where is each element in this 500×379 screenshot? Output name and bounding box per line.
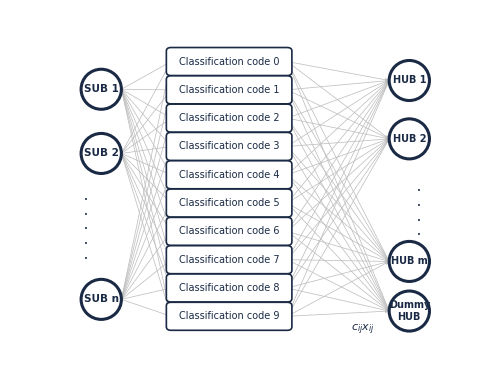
FancyBboxPatch shape xyxy=(166,246,292,274)
Text: •: • xyxy=(417,203,421,209)
Ellipse shape xyxy=(81,133,122,174)
Text: SUB 2: SUB 2 xyxy=(84,149,118,158)
Text: $c_{ij}$$x_{ij}$: $c_{ij}$$x_{ij}$ xyxy=(351,323,374,337)
Text: •: • xyxy=(417,232,421,238)
Ellipse shape xyxy=(81,69,122,109)
FancyBboxPatch shape xyxy=(166,76,292,104)
Text: Classification code 6: Classification code 6 xyxy=(179,226,280,236)
FancyBboxPatch shape xyxy=(166,132,292,160)
FancyBboxPatch shape xyxy=(166,274,292,302)
Text: •: • xyxy=(417,218,421,224)
Text: Classification code 8: Classification code 8 xyxy=(179,283,280,293)
Text: •: • xyxy=(84,255,88,262)
Text: SUB 1: SUB 1 xyxy=(84,84,118,94)
Text: Classification code 0: Classification code 0 xyxy=(179,56,280,67)
Text: SUB n: SUB n xyxy=(84,294,119,304)
Text: Dummy
HUB: Dummy HUB xyxy=(388,300,430,322)
Text: Classification code 2: Classification code 2 xyxy=(179,113,280,123)
Text: HUB 1: HUB 1 xyxy=(392,75,426,86)
Text: •: • xyxy=(417,188,421,194)
Ellipse shape xyxy=(389,291,430,331)
Ellipse shape xyxy=(389,61,430,100)
FancyBboxPatch shape xyxy=(166,189,292,217)
FancyBboxPatch shape xyxy=(166,302,292,330)
Text: HUB 2: HUB 2 xyxy=(392,134,426,144)
Text: Classification code 3: Classification code 3 xyxy=(179,141,280,152)
Text: Classification code 4: Classification code 4 xyxy=(179,170,280,180)
FancyBboxPatch shape xyxy=(166,218,292,245)
Text: •: • xyxy=(84,226,88,232)
Ellipse shape xyxy=(389,241,430,282)
FancyBboxPatch shape xyxy=(166,47,292,75)
Text: •: • xyxy=(84,197,88,203)
Text: Classification code 1: Classification code 1 xyxy=(179,85,280,95)
Text: •: • xyxy=(84,212,88,218)
Text: •: • xyxy=(84,241,88,247)
Text: Classification code 7: Classification code 7 xyxy=(179,255,280,265)
FancyBboxPatch shape xyxy=(166,161,292,189)
Text: Classification code 9: Classification code 9 xyxy=(179,311,280,321)
Text: Classification code 5: Classification code 5 xyxy=(179,198,280,208)
FancyBboxPatch shape xyxy=(166,104,292,132)
Text: HUB m: HUB m xyxy=(391,257,428,266)
Ellipse shape xyxy=(389,119,430,159)
Ellipse shape xyxy=(81,279,122,319)
